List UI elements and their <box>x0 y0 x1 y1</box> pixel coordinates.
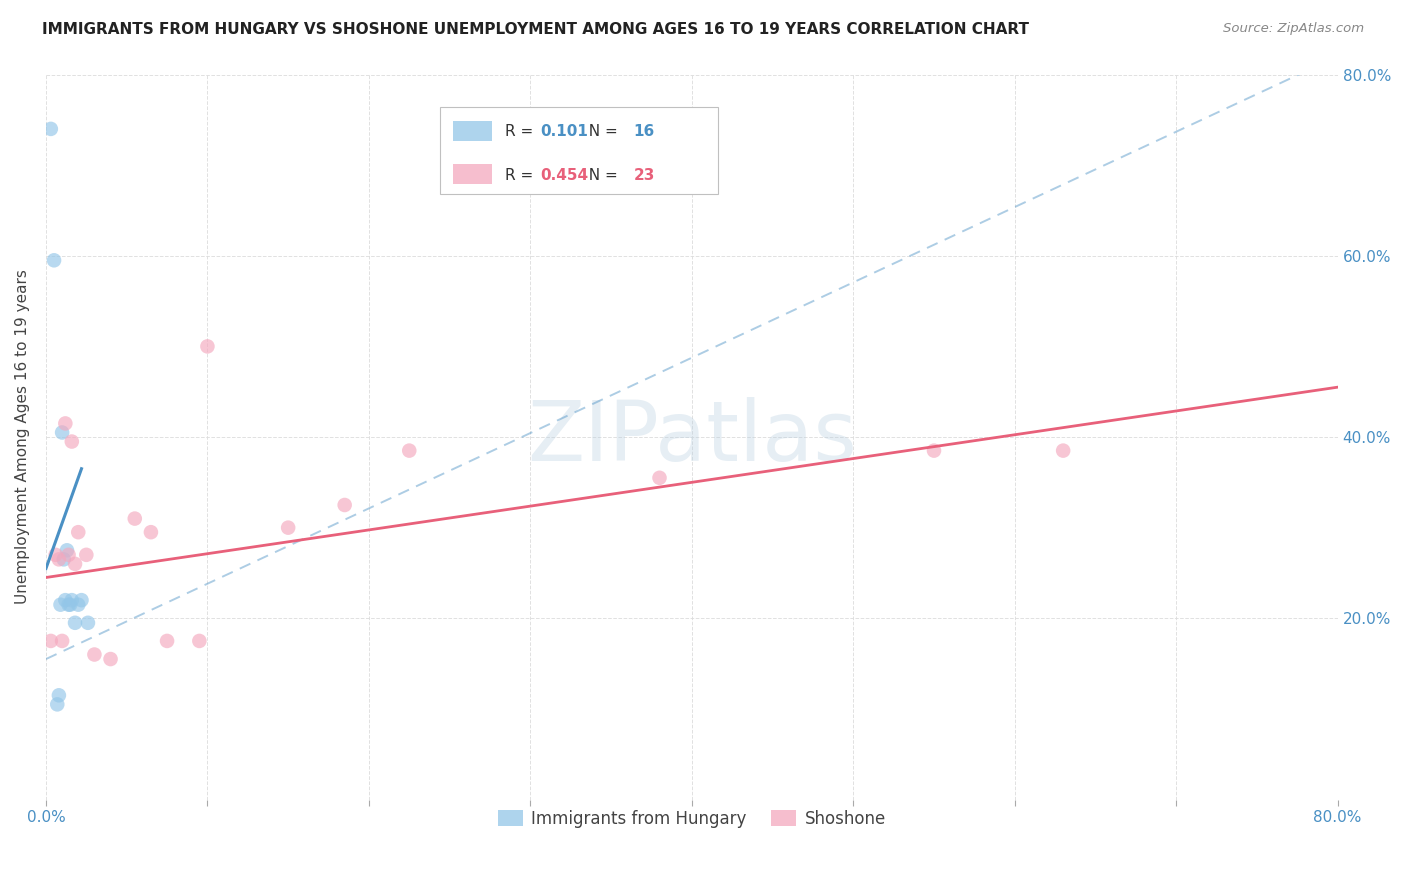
Point <box>60 593 83 607</box>
Point <box>49 598 72 612</box>
Point <box>922 443 945 458</box>
Legend: Immigrants from Hungary, Shoshone: Immigrants from Hungary, Shoshone <box>491 804 893 835</box>
Point <box>63 615 86 630</box>
Point <box>46 698 69 712</box>
Text: N =: N = <box>579 124 623 139</box>
Text: ZIPatlas: ZIPatlas <box>527 397 856 477</box>
Point <box>53 417 76 431</box>
Text: IMMIGRANTS FROM HUNGARY VS SHOSHONE UNEMPLOYMENT AMONG AGES 16 TO 19 YEARS CORRE: IMMIGRANTS FROM HUNGARY VS SHOSHONE UNEM… <box>42 22 1029 37</box>
Point <box>63 557 86 571</box>
Point <box>53 593 76 607</box>
Point <box>51 634 73 648</box>
Point <box>42 253 65 268</box>
FancyBboxPatch shape <box>453 164 492 185</box>
Point <box>156 634 179 648</box>
Text: 0.101: 0.101 <box>541 124 589 139</box>
Point <box>67 525 90 540</box>
Point <box>1052 443 1074 458</box>
Point <box>58 548 80 562</box>
Point <box>48 688 70 702</box>
Point <box>58 598 80 612</box>
Point <box>56 543 79 558</box>
Point <box>39 634 62 648</box>
Point <box>70 593 93 607</box>
FancyBboxPatch shape <box>453 120 492 141</box>
Point <box>75 548 97 562</box>
Point <box>60 434 83 449</box>
Point <box>277 521 299 535</box>
Text: 23: 23 <box>634 168 655 183</box>
Point <box>51 425 73 440</box>
Text: 16: 16 <box>634 124 655 139</box>
Point <box>45 548 67 562</box>
Point <box>188 634 211 648</box>
Text: 0.454: 0.454 <box>541 168 589 183</box>
Point <box>39 122 62 136</box>
Text: R =: R = <box>505 168 537 183</box>
Text: Source: ZipAtlas.com: Source: ZipAtlas.com <box>1223 22 1364 36</box>
Point <box>124 511 146 525</box>
Point <box>333 498 356 512</box>
FancyBboxPatch shape <box>440 107 717 194</box>
Point <box>197 339 219 353</box>
Point <box>77 615 100 630</box>
Point <box>648 471 671 485</box>
Y-axis label: Unemployment Among Ages 16 to 19 years: Unemployment Among Ages 16 to 19 years <box>15 269 30 605</box>
Point <box>48 552 70 566</box>
Point <box>67 598 90 612</box>
Text: N =: N = <box>579 168 623 183</box>
Point <box>398 443 420 458</box>
Point <box>100 652 122 666</box>
Text: R =: R = <box>505 124 537 139</box>
Point <box>52 552 75 566</box>
Point <box>139 525 162 540</box>
Point <box>83 648 105 662</box>
Point <box>59 598 82 612</box>
